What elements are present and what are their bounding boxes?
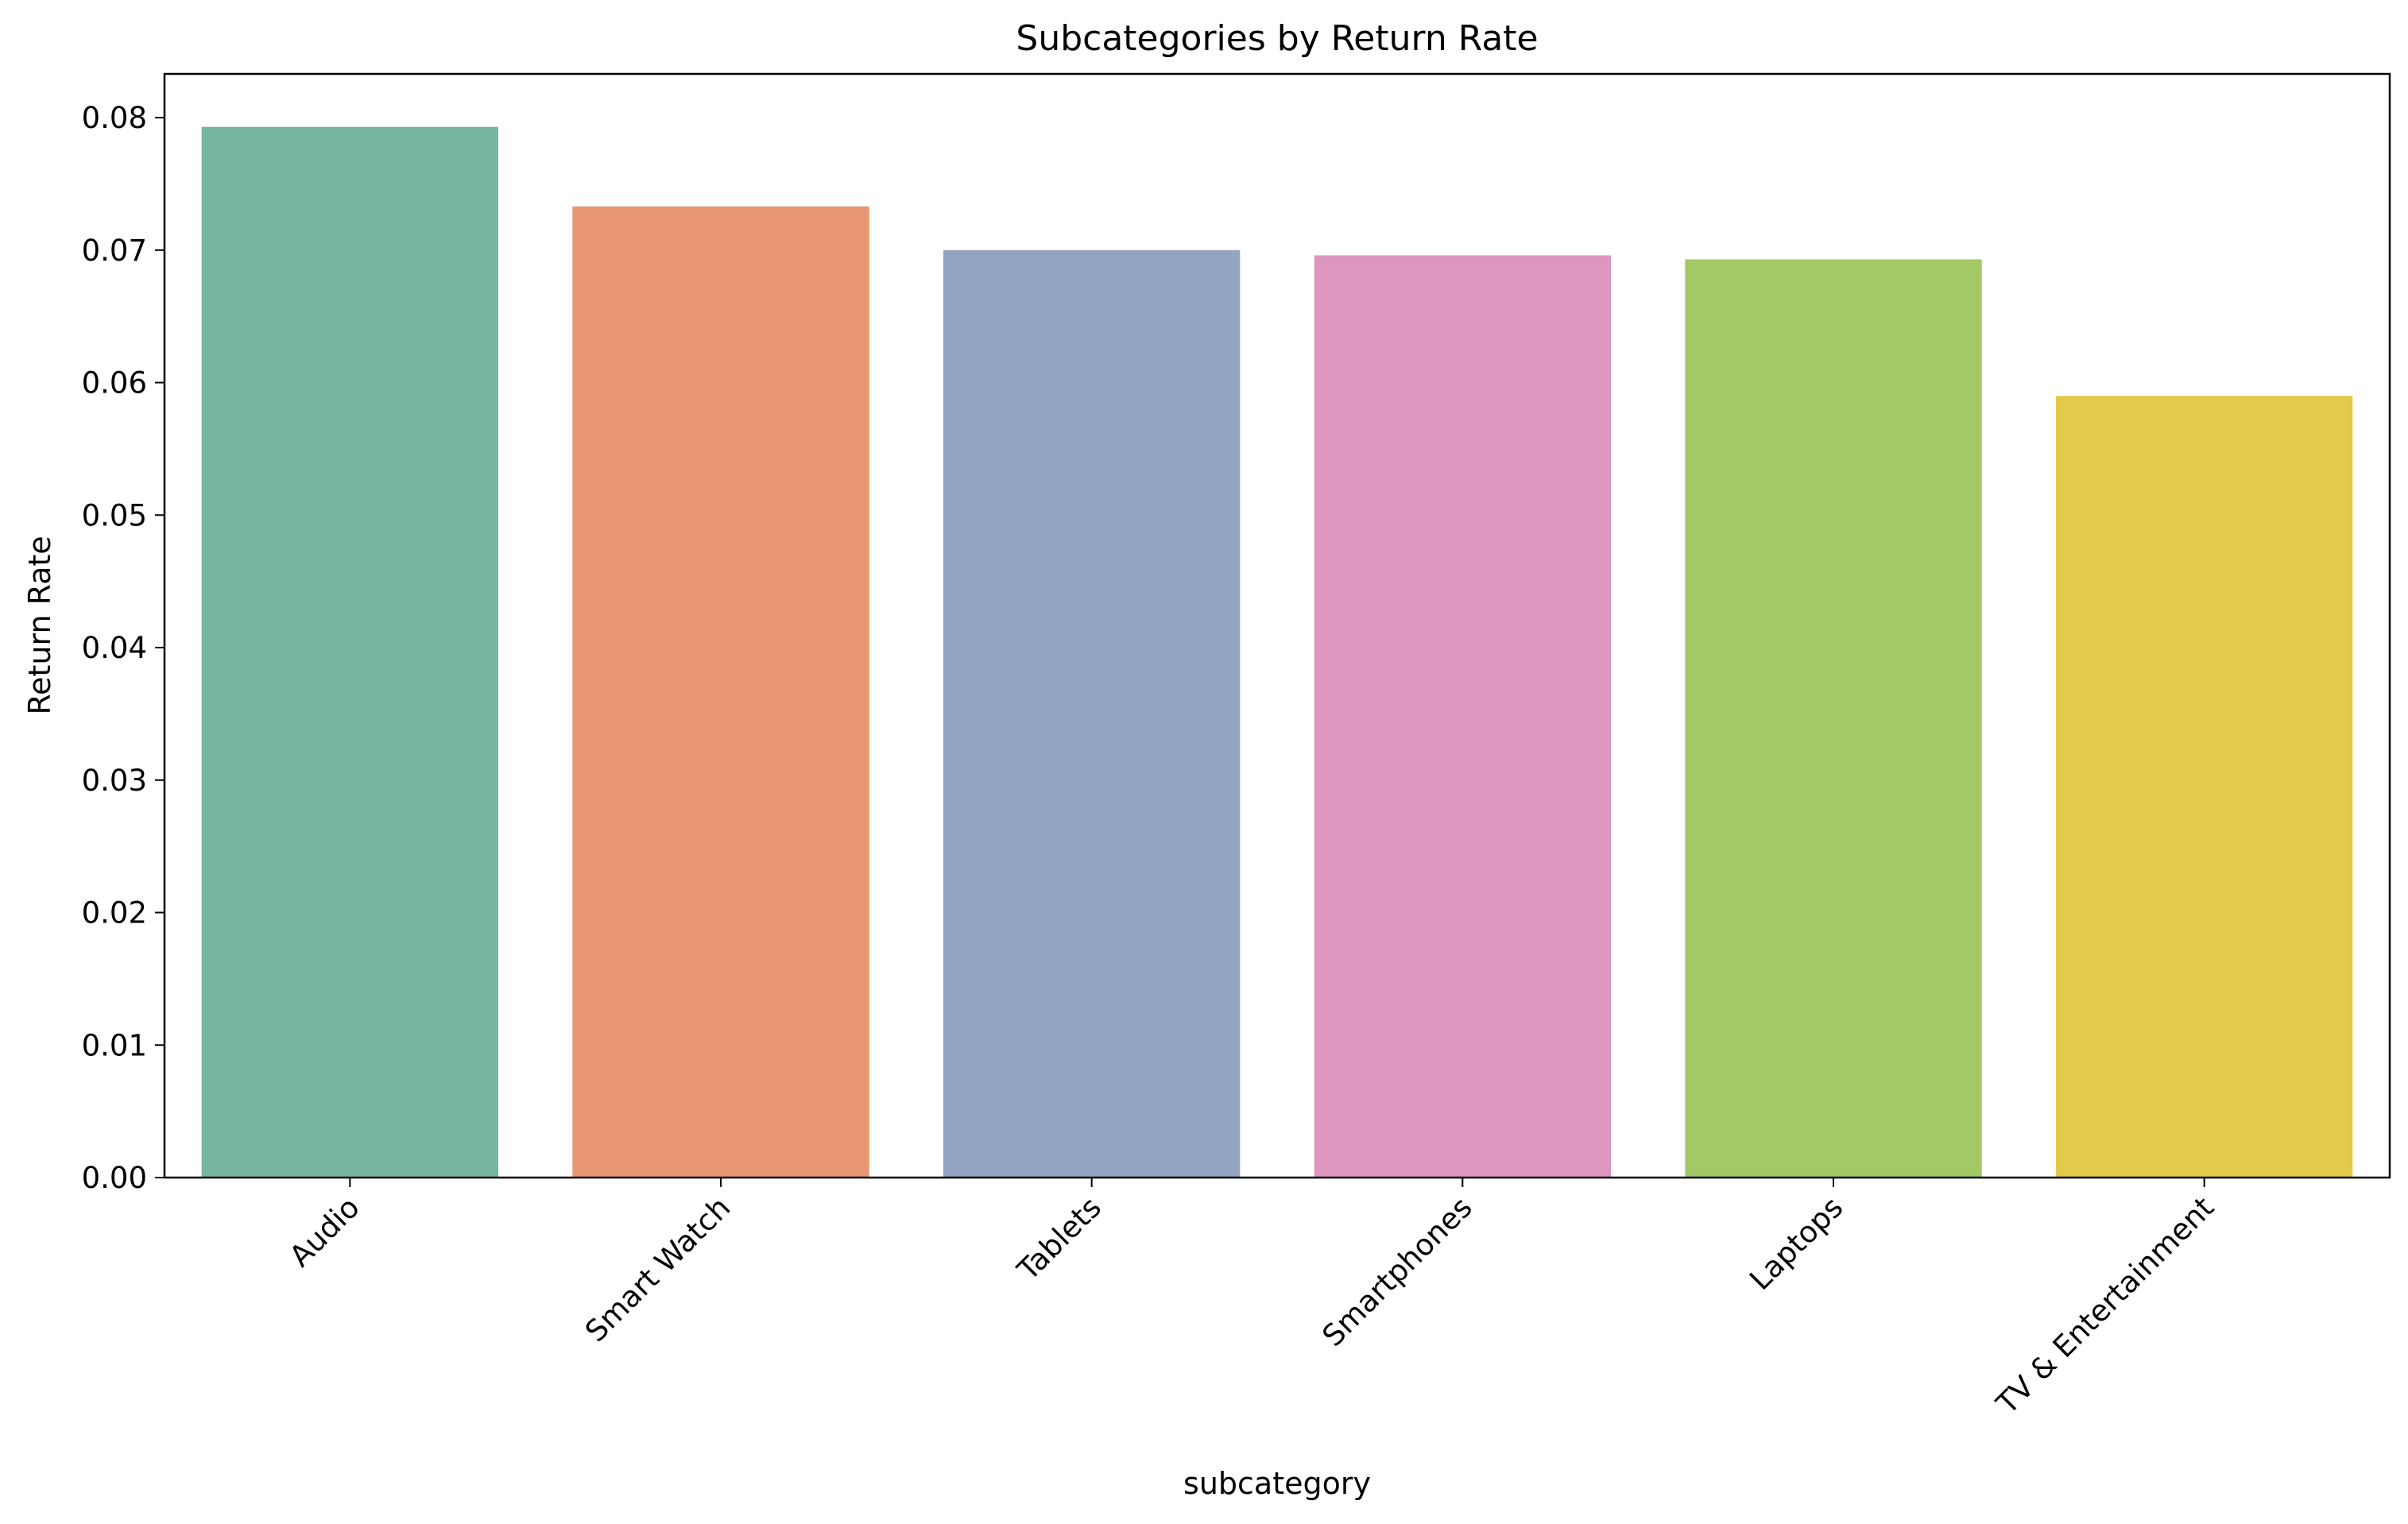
y-tick-label: 0.06 <box>82 366 147 400</box>
bars-layer <box>201 126 2353 1178</box>
bar-laptops <box>1685 259 1982 1178</box>
y-tick-label: 0.02 <box>82 896 147 930</box>
y-tick-label: 0.05 <box>82 498 147 532</box>
x-tick-label: TV & Entertainment <box>1989 1190 2220 1421</box>
x-axis-ticks: Audio Smart Watch Tablets Smartphones Laptop… <box>283 1178 2220 1421</box>
x-tick-label: Smart Watch <box>579 1190 737 1348</box>
x-tick-label: Smartphones <box>1316 1190 1479 1353</box>
y-tick-label: 0.01 <box>82 1028 147 1062</box>
y-axis-ticks: 0.00 0.01 0.02 0.03 0.04 0.05 0.06 0.07 0.08 <box>82 101 165 1195</box>
bar-tablets <box>943 249 1241 1178</box>
bar-smart-watch <box>572 206 869 1178</box>
y-tick-label: 0.08 <box>82 101 147 135</box>
x-tick-label: Audio <box>283 1190 366 1274</box>
x-tick-label: Laptops <box>1743 1190 1849 1297</box>
chart-title: Subcategories by Return Rate <box>1016 18 1538 59</box>
y-tick-label: 0.00 <box>82 1161 147 1195</box>
y-tick-label: 0.07 <box>82 234 147 268</box>
plot-frame <box>163 72 2391 1179</box>
x-tick-label: Tablets <box>1010 1190 1108 1288</box>
y-tick-label: 0.03 <box>82 764 147 798</box>
bar-audio <box>201 126 498 1178</box>
bar-smartphones <box>1314 255 1611 1178</box>
x-axis-label: subcategory <box>1183 1466 1371 1501</box>
bar-tv-entertainment <box>2056 396 2353 1178</box>
y-axis-label: Return Rate <box>22 536 57 714</box>
y-tick-label: 0.04 <box>82 631 147 665</box>
